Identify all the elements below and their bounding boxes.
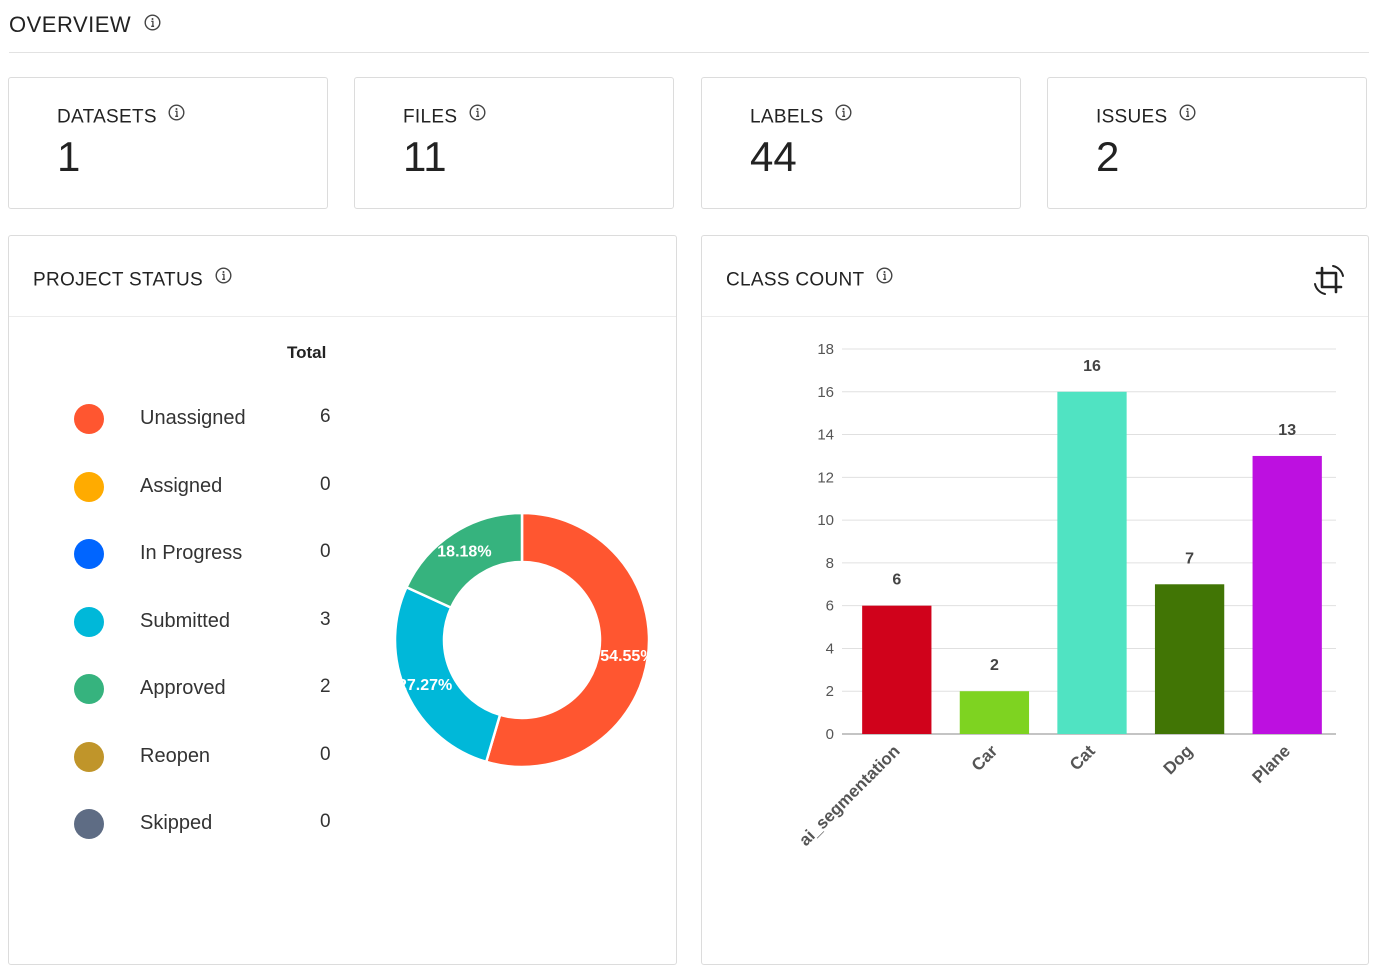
status-name: Skipped <box>140 812 213 834</box>
status-count: 0 <box>320 744 331 765</box>
x-tick-label: Dog <box>1160 741 1197 778</box>
panel-title-row: PROJECT STATUS <box>33 267 232 292</box>
info-icon[interactable] <box>835 104 852 127</box>
status-count: 6 <box>320 406 331 427</box>
overview-header: OVERVIEW <box>9 12 161 39</box>
bar-data-label: 6 <box>892 572 901 589</box>
y-tick-label: 10 <box>817 512 834 529</box>
stat-label-row: FILES <box>403 104 486 129</box>
status-dot <box>74 742 104 772</box>
y-tick-label: 2 <box>826 683 834 700</box>
panel-divider <box>702 316 1368 317</box>
y-tick-label: 0 <box>826 726 834 743</box>
y-tick-label: 12 <box>817 469 834 486</box>
status-row-submitted: Submitted 3 <box>9 602 349 642</box>
stat-label: DATASETS <box>57 106 157 128</box>
bar-data-label: 7 <box>1185 550 1194 567</box>
stat-value: 44 <box>750 133 797 180</box>
header-divider <box>9 52 1369 53</box>
status-row-reopen: Reopen 0 <box>9 737 349 777</box>
bar-plane[interactable] <box>1252 455 1322 734</box>
donut-hole <box>445 563 599 717</box>
class-count-title: CLASS COUNT <box>726 269 865 291</box>
donut-slice-label: 18.18% <box>437 543 491 560</box>
x-tick-label: Car <box>968 741 1002 775</box>
bar-car[interactable] <box>959 691 1030 734</box>
stat-card-files: FILES 11 <box>354 77 674 209</box>
status-row-unassigned: Unassigned 6 <box>9 399 349 439</box>
overview-title: OVERVIEW <box>9 12 132 37</box>
status-row-assigned: Assigned 0 <box>9 467 349 507</box>
class-count-bar-chart: 0 2 4 6 8 10 12 14 16 18 6 ai_segmentation 2 Car 16 Cat… <box>795 341 1336 850</box>
bar-data-label: 2 <box>990 657 999 674</box>
y-tick-label: 4 <box>826 640 834 657</box>
status-total-header: Total <box>287 343 327 362</box>
status-row-approved: Approved 2 <box>9 669 349 709</box>
status-count: 2 <box>320 676 331 697</box>
donut-slice-label: 27.27% <box>398 677 452 694</box>
status-name: In Progress <box>140 542 243 564</box>
x-tick-label: ai_segmentation <box>795 741 903 849</box>
info-icon[interactable] <box>876 267 893 290</box>
status-dot <box>74 607 104 637</box>
status-dot <box>74 404 104 434</box>
status-name: Approved <box>140 677 226 699</box>
status-row-in-progress: In Progress 0 <box>9 534 349 574</box>
project-status-title: PROJECT STATUS <box>33 269 203 291</box>
stat-card-labels: LABELS 44 <box>701 77 1021 209</box>
y-tick-label: 16 <box>817 384 834 401</box>
project-status-donut: 54.55% 27.27% 18.18% <box>393 511 655 769</box>
stat-label: ISSUES <box>1096 106 1168 128</box>
status-dot <box>74 809 104 839</box>
status-row-skipped: Skipped 0 <box>9 804 349 844</box>
donut-slice-approved[interactable] <box>404 511 524 610</box>
info-icon[interactable] <box>144 11 161 37</box>
status-dot <box>74 539 104 569</box>
info-icon[interactable] <box>168 104 185 127</box>
x-tick-label: Plane <box>1249 741 1295 787</box>
donut-slice-submitted[interactable] <box>393 585 502 764</box>
donut-slice-label: 54.55% <box>600 648 654 665</box>
status-count: 0 <box>320 474 331 495</box>
bar-data-label: 16 <box>1083 358 1101 375</box>
panel-title-row: CLASS COUNT <box>726 267 893 292</box>
y-tick-label: 6 <box>826 598 834 615</box>
stat-card-datasets: DATASETS 1 <box>8 77 328 209</box>
stat-value: 1 <box>57 133 81 180</box>
class-count-panel: CLASS COUNT 0 2 4 6 8 10 12 14 16 18 6 ai_segmentat… <box>701 235 1369 965</box>
stat-value: 2 <box>1096 133 1120 180</box>
y-tick-label: 8 <box>826 555 834 572</box>
status-count: 3 <box>320 609 331 630</box>
status-name: Reopen <box>140 745 211 767</box>
stat-label-row: LABELS <box>750 104 852 129</box>
y-tick-label: 14 <box>817 427 834 444</box>
status-name: Submitted <box>140 610 231 632</box>
bar-cat[interactable] <box>1057 391 1127 734</box>
stat-label-row: ISSUES <box>1096 104 1196 129</box>
status-count: 0 <box>320 811 331 832</box>
crop-icon[interactable] <box>1312 263 1346 297</box>
donut-slice-unassigned[interactable] <box>484 511 651 769</box>
status-count: 0 <box>320 541 331 562</box>
bar-ai_segmentation[interactable] <box>862 605 932 734</box>
info-icon[interactable] <box>1179 104 1196 127</box>
bar-dog[interactable] <box>1154 584 1225 734</box>
bar-data-label: 13 <box>1278 422 1296 439</box>
info-icon[interactable] <box>215 267 232 290</box>
status-name: Unassigned <box>140 407 246 429</box>
info-icon[interactable] <box>469 104 486 127</box>
stat-card-issues: ISSUES 2 <box>1047 77 1367 209</box>
status-dot <box>74 472 104 502</box>
status-name: Assigned <box>140 475 223 497</box>
panel-divider <box>9 316 676 317</box>
stat-label-row: DATASETS <box>57 104 185 129</box>
stat-value: 11 <box>403 133 447 180</box>
stat-label: FILES <box>403 106 458 128</box>
project-status-panel: PROJECT STATUS Total Unassigned 6 Assign… <box>8 235 677 965</box>
x-tick-label: Cat <box>1066 741 1099 774</box>
y-tick-label: 18 <box>817 341 834 358</box>
status-dot <box>74 674 104 704</box>
stat-label: LABELS <box>750 106 824 128</box>
